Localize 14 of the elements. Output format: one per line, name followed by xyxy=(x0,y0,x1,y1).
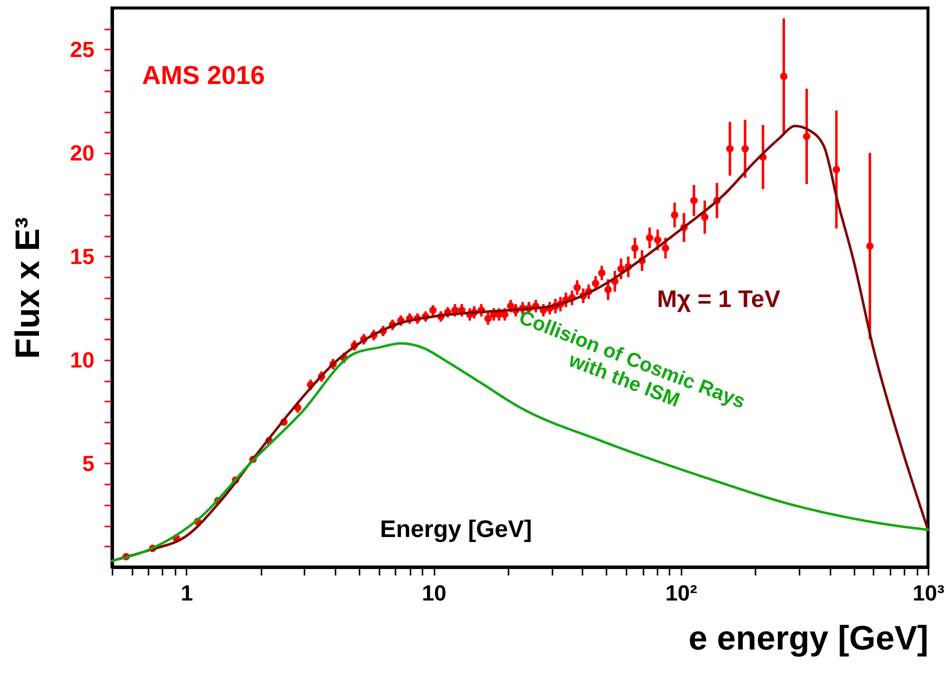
text: AMS 2016 xyxy=(142,60,265,90)
series-label: Mχ = 1 TeV xyxy=(657,286,780,313)
x-axis-title: e energy [GeV] xyxy=(688,620,928,658)
y-axis-title: Flux x E³ xyxy=(9,217,48,359)
y-tick-label: 15 xyxy=(70,244,94,269)
y-tick-label: 5 xyxy=(82,450,94,476)
x-tick-label: 10³ xyxy=(912,580,944,606)
y-tick-label: 10 xyxy=(70,347,94,372)
y-tick-label: 25 xyxy=(70,36,94,62)
y-tick-label: 20 xyxy=(70,140,94,166)
x-tick-label: 10 xyxy=(422,580,446,606)
annotation: Energy [GeV] xyxy=(380,516,532,543)
x-tick-label: 1 xyxy=(180,580,194,606)
x-tick-label: 10² xyxy=(665,580,698,606)
